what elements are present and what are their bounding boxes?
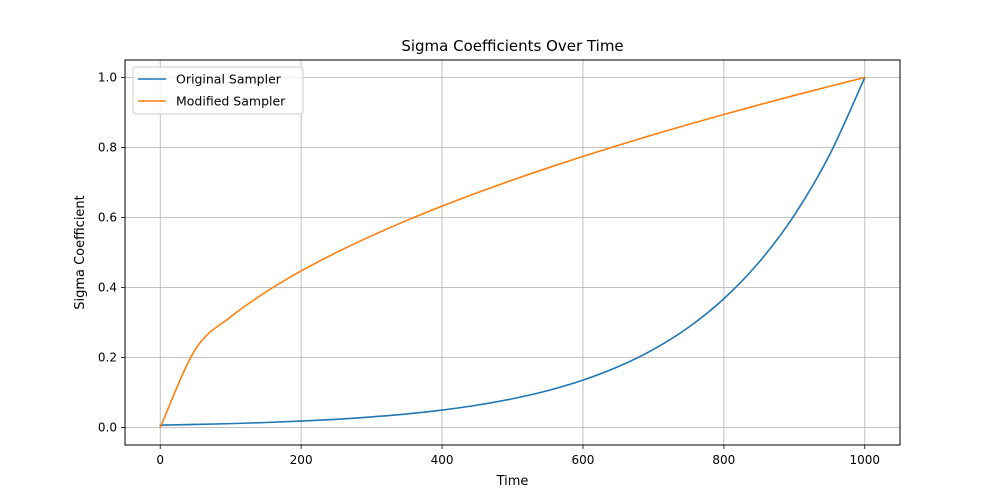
y-tick-label: 0.2 bbox=[98, 351, 117, 365]
x-axis-ticks: 0 200 400 600 800 1000 bbox=[156, 445, 880, 467]
y-tick-label: 0.4 bbox=[98, 281, 117, 295]
legend-label: Original Sampler bbox=[176, 72, 282, 87]
y-axis-ticks: 0.0 0.2 0.4 0.6 0.8 1.0 bbox=[98, 71, 125, 435]
series-lines bbox=[159, 76, 866, 429]
x-tick-label: 1000 bbox=[849, 453, 880, 467]
x-tick-label: 200 bbox=[290, 453, 313, 467]
legend-label: Modified Sampler bbox=[176, 94, 286, 109]
chart-title: Sigma Coefficients Over Time bbox=[401, 37, 623, 55]
legend-box bbox=[132, 66, 304, 115]
plot-frame bbox=[124, 59, 901, 446]
y-tick-label: 1.0 bbox=[98, 71, 117, 85]
x-tick-label: 800 bbox=[712, 453, 735, 467]
x-axis-label: Time bbox=[496, 474, 529, 489]
y-tick-label: 0.6 bbox=[98, 211, 117, 225]
y-axis-label: Sigma Coefficient bbox=[73, 195, 88, 310]
x-tick-label: 0 bbox=[156, 453, 164, 467]
series-line-original-sampler bbox=[159, 76, 866, 426]
x-tick-label: 400 bbox=[431, 453, 454, 467]
legend: Original Sampler Modified Sampler bbox=[132, 66, 304, 115]
y-tick-label: 0.8 bbox=[98, 141, 117, 155]
y-tick-label: 0.0 bbox=[98, 421, 117, 435]
series-line-modified-sampler bbox=[159, 76, 866, 429]
x-tick-label: 600 bbox=[572, 453, 595, 467]
grid bbox=[125, 60, 900, 445]
